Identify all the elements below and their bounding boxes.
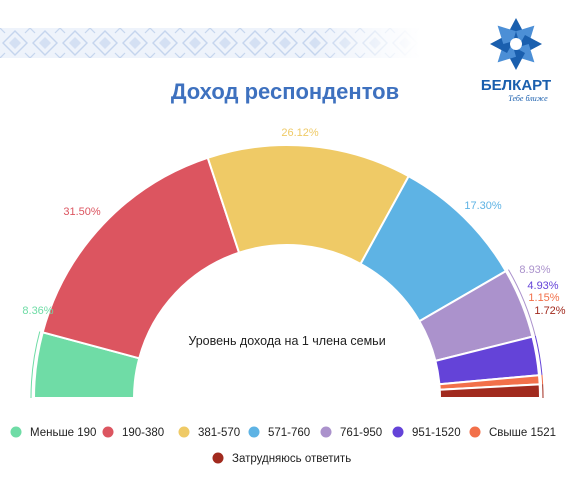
data-label-7: 1.72% xyxy=(534,305,565,317)
data-label-5: 4.93% xyxy=(527,280,558,292)
chart-legend: Меньше 190 190-380 381-570 571-760 761-950 95… xyxy=(10,426,556,465)
legend-marker-4 xyxy=(320,426,332,438)
legend-marker-7 xyxy=(212,452,224,464)
legend-label-4: 761-950 xyxy=(340,427,382,439)
ornament-band-icon xyxy=(0,28,420,58)
legend-marker-3 xyxy=(248,426,260,438)
data-label-6: 1.15% xyxy=(528,292,559,304)
chart-title: Доход респондентов xyxy=(171,79,399,104)
chart-center-label: Уровень дохода на 1 члена семьи xyxy=(188,334,385,348)
slice-7 xyxy=(438,383,542,399)
legend-label-5: 951-1520 xyxy=(412,427,461,439)
slice-leader-6 xyxy=(541,374,544,385)
brand-slogan: Тебе ближе xyxy=(508,94,548,103)
data-label-2: 26.12% xyxy=(281,127,319,139)
slice-1 xyxy=(41,156,241,360)
slice-leader-4 xyxy=(508,269,536,337)
legend-marker-0 xyxy=(10,426,22,438)
belkart-logo: БЕЛКАРТ Тебе ближе xyxy=(481,18,551,103)
legend-marker-6 xyxy=(469,426,481,438)
legend-label-0: Меньше 190 xyxy=(30,427,96,439)
logo-petal xyxy=(497,25,516,44)
data-label-0: 8.36% xyxy=(22,305,53,317)
chart-data-labels: 8.36% 31.50% 26.12% 17.30% 8.93% 4.93%1.15%1.… xyxy=(22,127,565,317)
legend-label-2: 381-570 xyxy=(198,427,240,439)
legend-marker-2 xyxy=(178,426,190,438)
legend-label-3: 571-760 xyxy=(268,427,310,439)
data-label-3: 17.30% xyxy=(464,200,502,212)
slice-leader-0 xyxy=(30,331,41,399)
data-label-1: 31.50% xyxy=(63,206,101,218)
slice-leader-5 xyxy=(534,335,543,375)
legend-marker-5 xyxy=(392,426,404,438)
brand-name: БЕЛКАРТ xyxy=(481,77,551,94)
data-label-4: 8.93% xyxy=(519,264,550,276)
legend-marker-1 xyxy=(102,426,114,438)
belkart-star-icon xyxy=(490,18,542,70)
legend-label-1: 190-380 xyxy=(122,427,164,439)
legend-label-6: Свыше 1521 xyxy=(489,427,556,439)
chart-slices xyxy=(30,144,544,399)
legend-label-7: Затрудняюсь ответить xyxy=(232,453,351,465)
